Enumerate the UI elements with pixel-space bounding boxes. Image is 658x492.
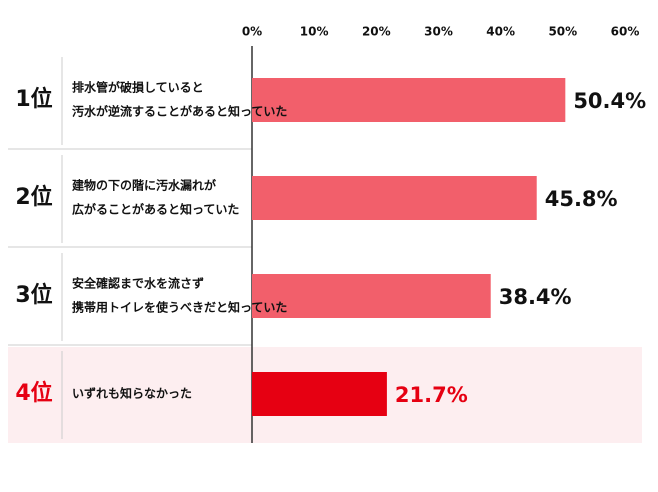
x-tick-label: 30% [424, 25, 453, 39]
x-tick-label: 40% [486, 25, 515, 39]
rank-label: 2位 [15, 184, 52, 210]
bar [252, 78, 566, 122]
x-tick-label: 10% [300, 25, 329, 39]
x-tick-label: 50% [548, 25, 577, 39]
value-label: 21.7% [395, 383, 468, 407]
x-tick-label: 0% [242, 25, 262, 39]
category-label: 建物の下の階に汚水漏れが [71, 178, 216, 193]
x-tick-label: 60% [611, 25, 640, 39]
bar [252, 176, 537, 220]
category-label: 携帯用トイレを使うべきだと知っていた [72, 300, 287, 315]
bar [252, 274, 491, 318]
rank-label: 4位 [15, 380, 52, 406]
rank-label: 3位 [15, 282, 52, 308]
category-label: 排水管が破損していると [72, 80, 204, 95]
bar [252, 372, 387, 416]
x-tick-label: 20% [362, 25, 391, 39]
rank-label: 1位 [15, 86, 52, 112]
value-label: 45.8% [545, 187, 618, 211]
value-label: 50.4% [573, 89, 646, 113]
category-label: 安全確認まで水を流さず [72, 276, 204, 291]
category-label: 汚水が逆流することがあると知っていた [72, 104, 287, 119]
value-label: 38.4% [499, 285, 572, 309]
category-label: いずれも知らなかった [72, 386, 192, 401]
category-label: 広がることがあると知っていた [72, 202, 239, 217]
